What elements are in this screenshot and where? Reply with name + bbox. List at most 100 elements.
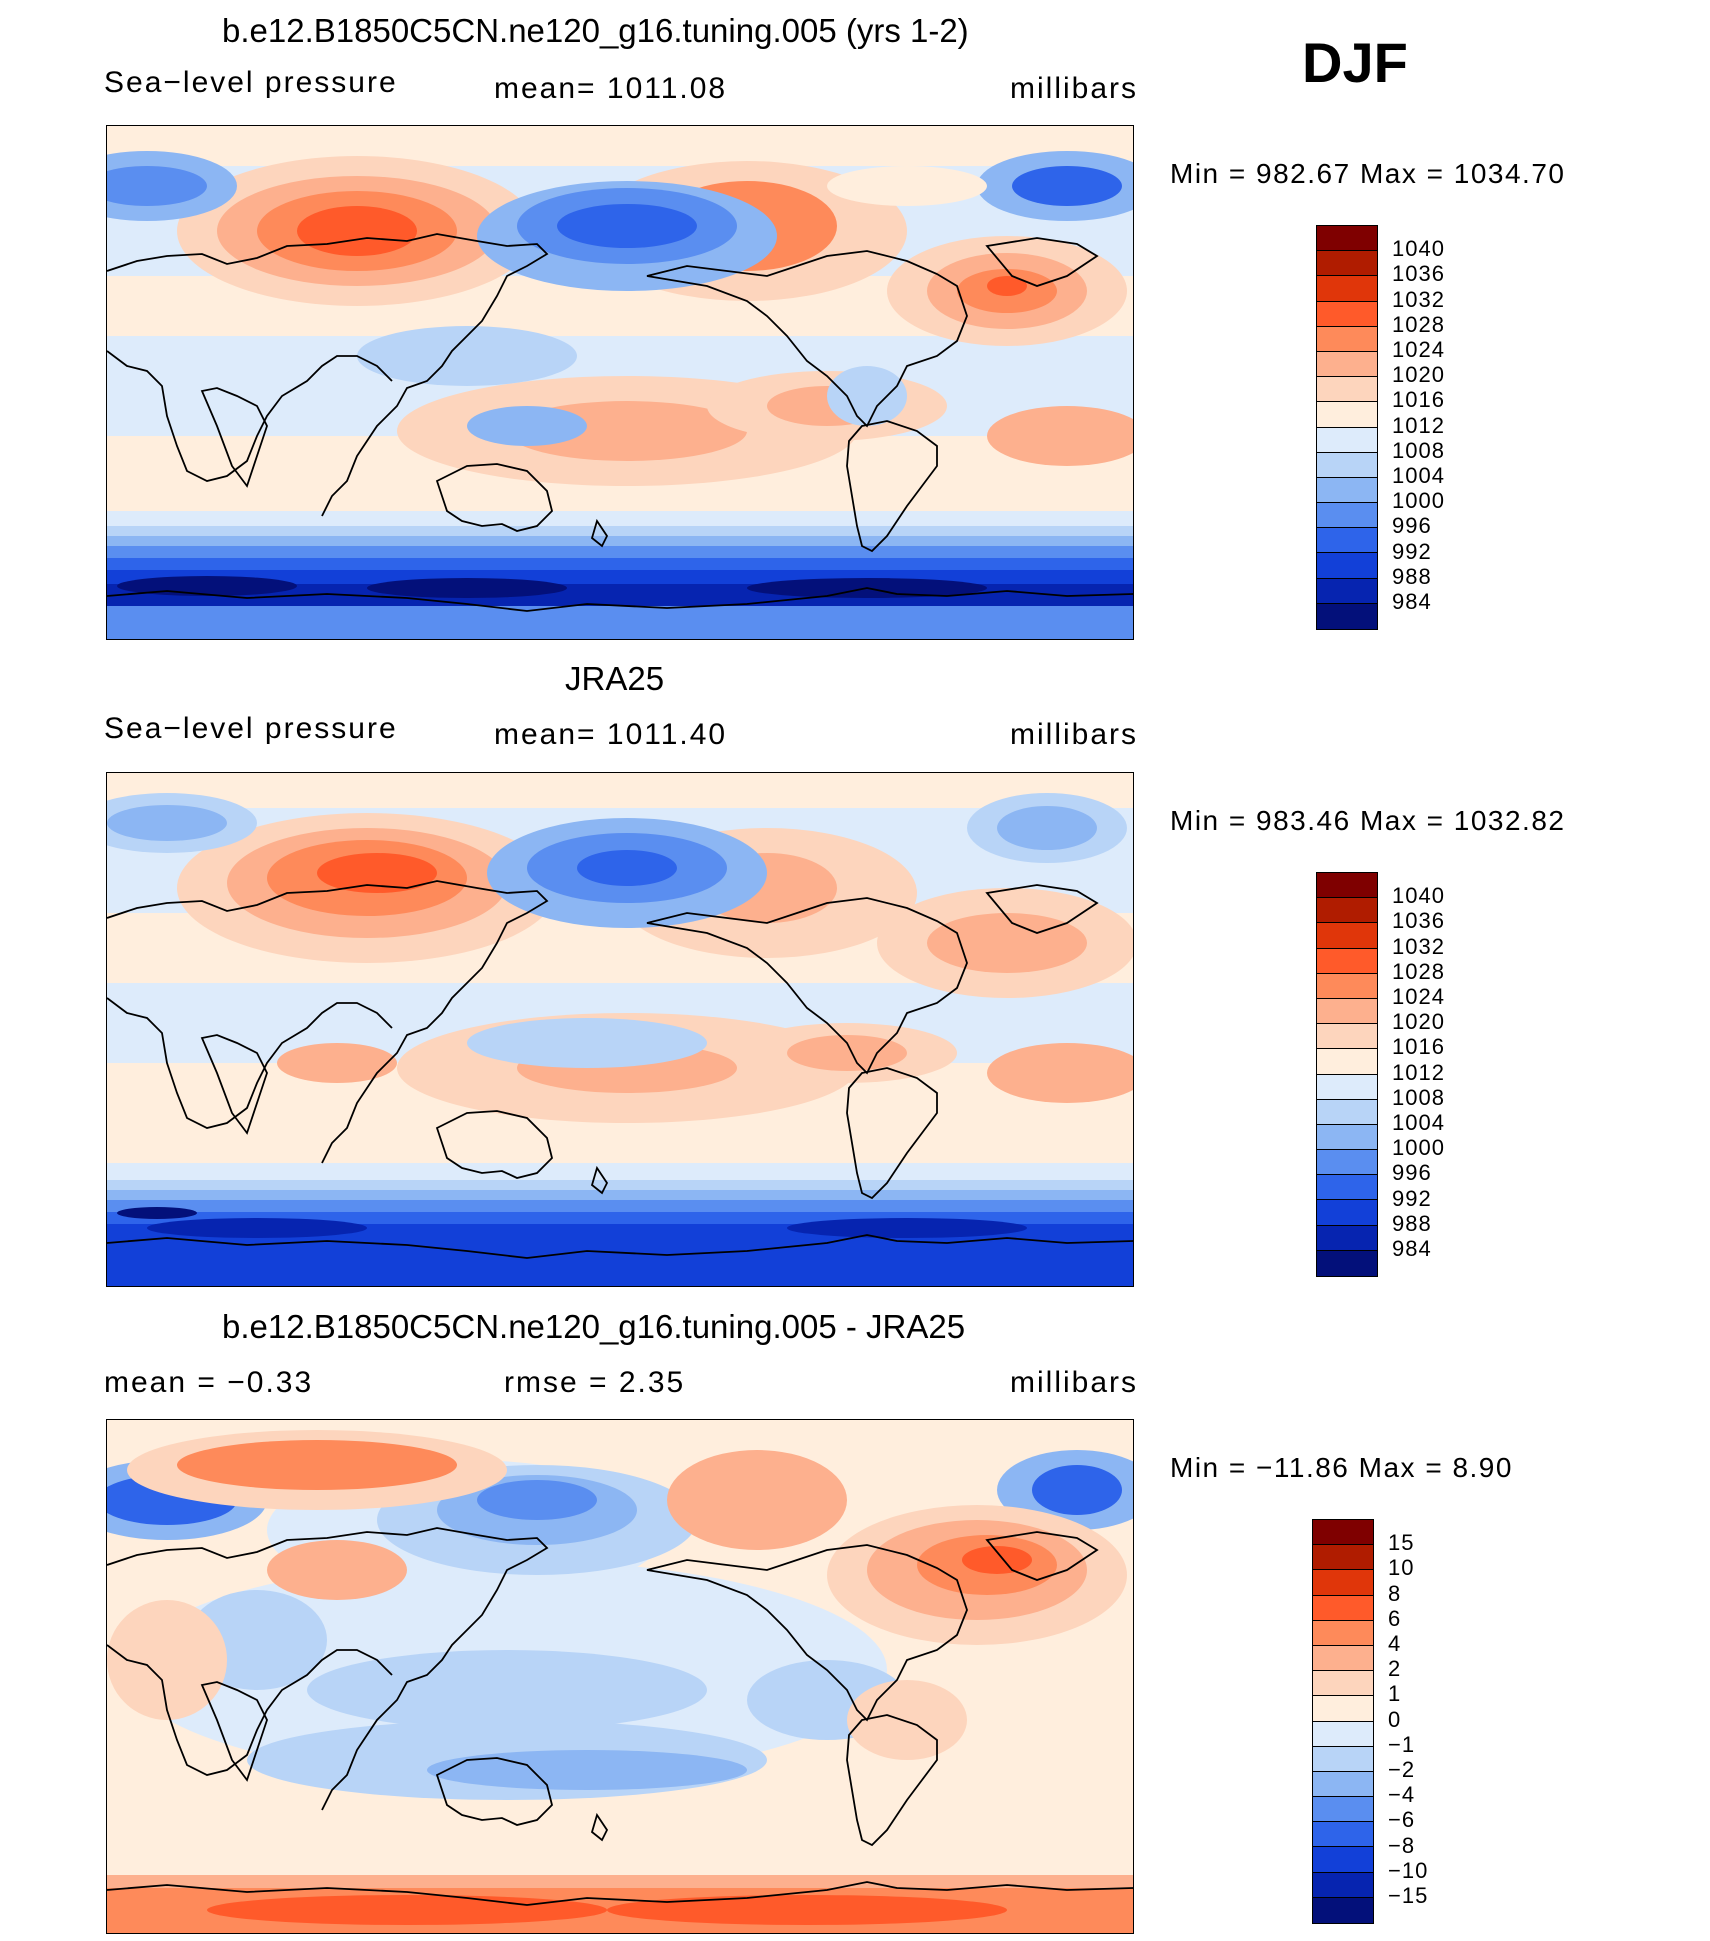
colorbar-swatch bbox=[1317, 603, 1377, 629]
colorbar-label: 1032 bbox=[1392, 286, 1445, 312]
pressure-cell bbox=[607, 1895, 1007, 1925]
colorbar-label: 992 bbox=[1392, 1185, 1432, 1211]
colorbar-diff bbox=[1312, 1519, 1374, 1924]
pressure-cell bbox=[207, 1895, 607, 1925]
pressure-cell bbox=[117, 1207, 197, 1219]
pressure-cell bbox=[267, 1540, 407, 1600]
coastline bbox=[846, 1714, 938, 1847]
coastline bbox=[646, 250, 968, 428]
colorbar-label: −10 bbox=[1388, 1857, 1429, 1883]
pressure-cell bbox=[787, 1218, 1027, 1238]
pressure-band bbox=[107, 773, 1133, 808]
pressure-cell bbox=[427, 1750, 747, 1790]
colorbar-swatch bbox=[1317, 578, 1377, 604]
pressure-cell bbox=[107, 805, 227, 841]
colorbar-swatch bbox=[1313, 1520, 1373, 1546]
colorbar-label: 1012 bbox=[1392, 1059, 1445, 1085]
colorbar-label: −1 bbox=[1388, 1731, 1416, 1757]
pressure-band bbox=[107, 606, 1133, 639]
pressure-cell bbox=[297, 206, 417, 256]
rmse-label: rmse = 2.35 bbox=[504, 1366, 686, 1399]
colorbar-swatch bbox=[1313, 1671, 1373, 1697]
pressure-cell bbox=[577, 850, 677, 886]
colorbar-swatch bbox=[1317, 973, 1377, 999]
pressure-band bbox=[107, 526, 1133, 536]
coastline bbox=[590, 1165, 609, 1195]
colorbar-label: 6 bbox=[1388, 1605, 1402, 1631]
colorbar-swatch bbox=[1317, 873, 1377, 899]
colorbar-label: 1004 bbox=[1392, 463, 1445, 488]
colorbar-swatch bbox=[1317, 1200, 1377, 1226]
colorbar-swatch bbox=[1313, 1822, 1373, 1848]
colorbar-swatch bbox=[1313, 1570, 1373, 1596]
colorbar-swatch bbox=[1317, 226, 1377, 252]
pressure-cell bbox=[667, 1450, 847, 1550]
coastlines bbox=[107, 1527, 1133, 1906]
colorbar-swatch bbox=[1317, 1124, 1377, 1151]
pressure-cell bbox=[962, 1546, 1032, 1574]
coastline bbox=[200, 1681, 268, 1782]
colorbar-swatch bbox=[1317, 477, 1377, 504]
min-max-label: Min = 982.67 Max = 1034.70 bbox=[1170, 158, 1566, 189]
colorbar-swatch bbox=[1317, 351, 1377, 378]
coastline bbox=[985, 237, 1099, 287]
coastlines bbox=[107, 880, 1133, 1259]
pressure-cell bbox=[997, 806, 1097, 850]
mean-label: mean = −0.33 bbox=[104, 1366, 314, 1399]
colorbar-obs bbox=[1316, 872, 1378, 1277]
pressure-cell bbox=[987, 276, 1027, 296]
colorbar-swatch bbox=[1317, 377, 1377, 403]
pressure-cell bbox=[1032, 1465, 1122, 1515]
colorbar-swatch bbox=[1317, 251, 1377, 277]
colorbar-swatch bbox=[1317, 898, 1377, 924]
pressure-cell bbox=[477, 1480, 597, 1520]
colorbar-swatch bbox=[1317, 1099, 1377, 1125]
pressure-cell bbox=[557, 204, 697, 248]
pressure-cell bbox=[987, 1043, 1133, 1103]
coastline bbox=[200, 1034, 268, 1135]
colorbar-label: 988 bbox=[1392, 563, 1432, 589]
colorbar-swatch bbox=[1313, 1545, 1373, 1571]
colorbar-swatch bbox=[1317, 553, 1377, 579]
colorbar-label: 1016 bbox=[1392, 1034, 1445, 1060]
colorbar-label: −2 bbox=[1388, 1757, 1416, 1782]
colorbar-label: 984 bbox=[1392, 1236, 1432, 1261]
colorbar-label: 984 bbox=[1392, 589, 1432, 614]
colorbar-label: 1020 bbox=[1392, 362, 1445, 388]
colorbar-swatch bbox=[1317, 528, 1377, 554]
mean-label: mean= 1011.08 bbox=[494, 72, 728, 105]
colorbar-swatch bbox=[1317, 948, 1377, 974]
pressure-cell bbox=[927, 913, 1087, 973]
coastline bbox=[107, 350, 393, 482]
panel-title: b.e12.B1850C5CN.ne120_g16.tuning.005 - J… bbox=[222, 1308, 966, 1345]
colorbar-swatch bbox=[1317, 1175, 1377, 1201]
units-label: millibars bbox=[1010, 72, 1139, 105]
colorbar-label: 1 bbox=[1388, 1681, 1402, 1707]
coastline bbox=[107, 1881, 1133, 1906]
pressure-cell bbox=[107, 166, 207, 206]
colorbar-label: 10 bbox=[1388, 1555, 1415, 1581]
pressure-band bbox=[107, 1180, 1133, 1190]
coastline bbox=[435, 1110, 553, 1179]
units-label: millibars bbox=[1010, 1366, 1139, 1399]
pressure-band bbox=[107, 546, 1133, 558]
pressure-cell bbox=[467, 1018, 707, 1068]
map-obs-slp bbox=[106, 772, 1134, 1287]
coastline bbox=[107, 587, 1133, 612]
colorbar-swatch bbox=[1313, 1645, 1373, 1672]
colorbar-label: 1028 bbox=[1392, 958, 1445, 984]
pressure-cell bbox=[307, 1650, 707, 1730]
panel-title: b.e12.B1850C5CN.ne120_g16.tuning.005 (yr… bbox=[222, 12, 969, 49]
colorbar-label: 1036 bbox=[1392, 908, 1445, 934]
colorbar-label: −15 bbox=[1388, 1883, 1429, 1908]
colorbar-swatch bbox=[1317, 402, 1377, 428]
coastline bbox=[846, 1067, 938, 1200]
colorbar-label: 15 bbox=[1388, 1530, 1415, 1556]
coastline bbox=[107, 233, 549, 517]
colorbar-label: 1024 bbox=[1392, 984, 1445, 1009]
season-label: DJF bbox=[1302, 31, 1408, 94]
colorbar-swatch bbox=[1313, 1595, 1373, 1621]
colorbar-label: 1008 bbox=[1392, 437, 1445, 463]
colorbar-label: 996 bbox=[1392, 513, 1432, 539]
colorbar-swatch bbox=[1313, 1897, 1373, 1923]
